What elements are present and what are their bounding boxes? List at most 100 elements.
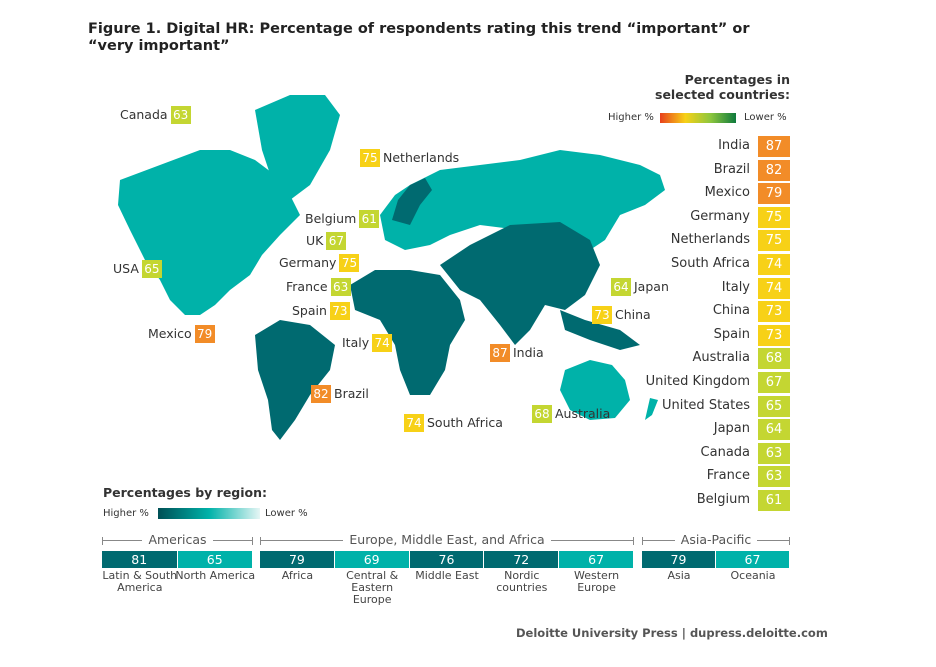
asia-shape bbox=[440, 222, 600, 345]
map-label-china: 73 China bbox=[592, 306, 654, 324]
map-label-japan: 64 Japan bbox=[611, 278, 672, 296]
map-label-belgium: Belgium 61 bbox=[302, 210, 380, 228]
country-row: Mexico 79 bbox=[600, 183, 790, 205]
map-label-value: 65 bbox=[141, 260, 162, 278]
country-legend-higher: Higher % bbox=[608, 112, 654, 123]
country-name: United States bbox=[661, 397, 750, 413]
country-value: 65 bbox=[758, 395, 790, 417]
country-name: Belgium bbox=[696, 492, 750, 507]
country-value: 87 bbox=[758, 136, 790, 157]
country-name: China bbox=[712, 303, 750, 319]
region-legend-gradient bbox=[158, 508, 260, 519]
country-row: Japan 64 bbox=[600, 419, 790, 441]
country-name: United Kingdom bbox=[645, 374, 750, 389]
map-label-name: USA bbox=[113, 261, 139, 276]
country-name: Mexico bbox=[704, 185, 750, 201]
map-label-canada: Canada 63 bbox=[117, 106, 191, 124]
south-america-shape bbox=[255, 320, 335, 440]
map-label-south-africa: 74 South Africa bbox=[404, 414, 506, 432]
map-label-value: 63 bbox=[170, 106, 191, 124]
region-group-name: Asia-Pacific bbox=[674, 532, 758, 547]
country-legend-lower: Lower % bbox=[744, 112, 787, 123]
region-bar: 79 bbox=[260, 551, 334, 568]
map-label-france: France 63 bbox=[283, 278, 351, 296]
map-label-mexico: Mexico 79 bbox=[145, 325, 215, 343]
map-label-value: 61 bbox=[359, 210, 380, 228]
region-legend-title: Percentages by region: bbox=[103, 485, 268, 500]
map-label-name: Germany bbox=[279, 255, 337, 270]
map-label-name: China bbox=[615, 307, 651, 322]
map-label-name: Brazil bbox=[334, 386, 369, 401]
country-name: Japan bbox=[713, 421, 750, 437]
country-name: Netherlands bbox=[670, 232, 750, 248]
map-label-name: Mexico bbox=[148, 326, 192, 341]
region-group-1: Europe, Middle East, and Africa bbox=[260, 532, 634, 547]
north-america-shape bbox=[118, 150, 300, 315]
country-value: 63 bbox=[758, 466, 790, 488]
country-row: United States 65 bbox=[600, 395, 790, 417]
country-value: 74 bbox=[758, 254, 790, 275]
map-label-germany: Germany 75 bbox=[276, 254, 360, 272]
map-label-value: 87 bbox=[490, 344, 510, 362]
legend-title-line2: selected countries: bbox=[655, 87, 790, 102]
map-label-brazil: 82 Brazil bbox=[311, 385, 372, 403]
map-label-value: 79 bbox=[194, 325, 215, 343]
map-label-value: 63 bbox=[330, 278, 351, 296]
region-legend-lower: Lower % bbox=[265, 508, 308, 519]
map-label-name: Canada bbox=[120, 107, 168, 122]
figure-title: Figure 1. Digital HR: Percentage of resp… bbox=[88, 21, 750, 54]
map-label-name: South Africa bbox=[427, 415, 503, 430]
africa-shape bbox=[350, 270, 465, 395]
region-bar: 67 bbox=[559, 551, 633, 568]
country-value: 74 bbox=[758, 277, 790, 299]
map-label-value: 75 bbox=[339, 254, 360, 272]
country-value: 73 bbox=[758, 301, 790, 323]
country-name: South Africa bbox=[671, 256, 750, 271]
country-value: 79 bbox=[758, 183, 790, 205]
map-label-value: 67 bbox=[326, 232, 347, 250]
region-label: Western Europe bbox=[574, 569, 620, 594]
region-group-0: Americas bbox=[102, 532, 253, 547]
map-label-value: 68 bbox=[532, 405, 552, 423]
region-label: Latin & South America bbox=[102, 569, 178, 594]
legend-title-line1: Percentages in bbox=[684, 72, 790, 87]
map-label-name: India bbox=[513, 345, 544, 360]
country-value: 75 bbox=[758, 230, 790, 252]
light-regions bbox=[118, 95, 665, 420]
country-value: 73 bbox=[758, 324, 790, 346]
map-label-uk: UK 67 bbox=[303, 232, 347, 250]
region-bar: 79 bbox=[642, 551, 715, 568]
region-label: Nordic countries bbox=[496, 569, 548, 594]
country-row: China 73 bbox=[600, 301, 790, 323]
country-value: 67 bbox=[758, 372, 790, 393]
country-name: Brazil bbox=[713, 161, 750, 177]
region-group-name: Europe, Middle East, and Africa bbox=[343, 532, 551, 547]
map-label-name: UK bbox=[306, 233, 324, 248]
australia-shape bbox=[560, 360, 630, 420]
country-value: 63 bbox=[758, 442, 790, 464]
greenland-shape bbox=[255, 95, 340, 200]
map-label-name: Netherlands bbox=[383, 150, 460, 165]
map-label-india: 87 India bbox=[490, 344, 547, 362]
country-name: Canada bbox=[700, 444, 750, 460]
scandinavia-shape bbox=[392, 178, 432, 225]
country-name: Spain bbox=[713, 326, 750, 342]
region-bar: 81 bbox=[102, 551, 177, 568]
map-label-name: Belgium bbox=[305, 211, 357, 226]
southeast-asia-shape bbox=[560, 310, 640, 350]
country-row: Brazil 82 bbox=[600, 159, 790, 181]
map-label-spain: Spain 73 bbox=[289, 302, 350, 320]
map-label-name: Spain bbox=[292, 303, 327, 318]
country-row: Germany 75 bbox=[600, 206, 790, 228]
country-name: Italy bbox=[721, 279, 750, 295]
country-row: United Kingdom 67 bbox=[600, 372, 790, 393]
map-label-name: Italy bbox=[342, 335, 370, 350]
map-label-name: Australia bbox=[555, 406, 611, 421]
country-row: Belgium 61 bbox=[600, 490, 790, 511]
region-bar: 76 bbox=[409, 551, 484, 568]
region-bar: 72 bbox=[484, 551, 559, 568]
footer-credit: Deloitte University Press | dupress.delo… bbox=[516, 626, 828, 640]
region-bar: 67 bbox=[716, 551, 789, 568]
map-label-value: 75 bbox=[360, 149, 380, 167]
